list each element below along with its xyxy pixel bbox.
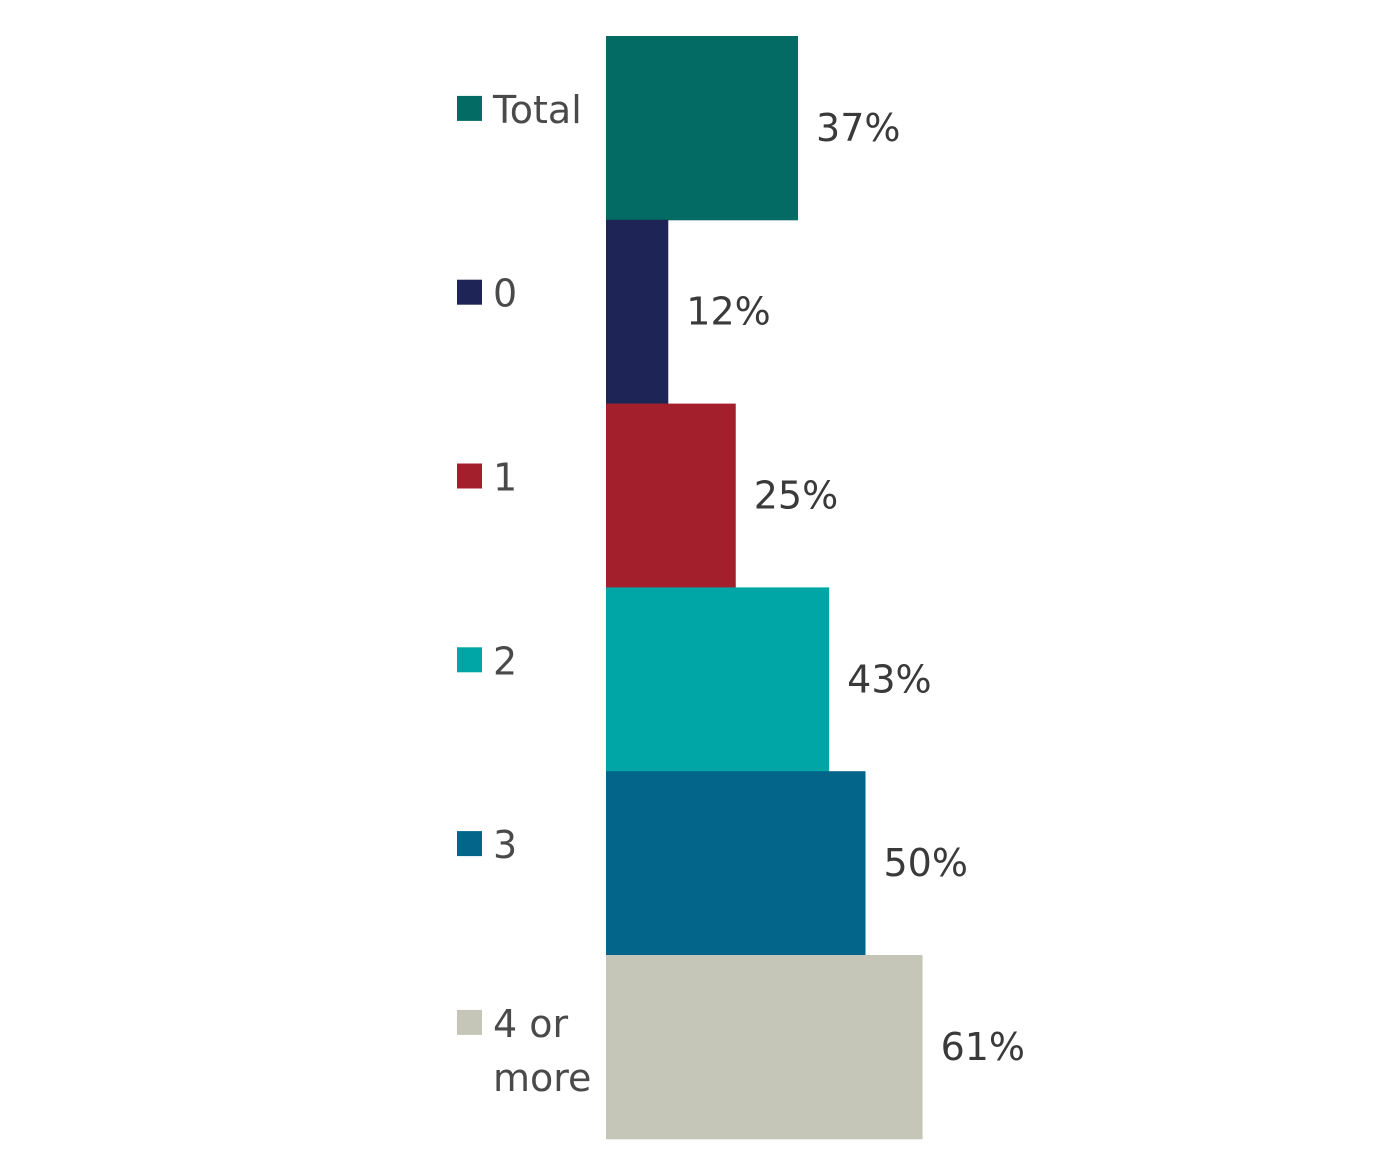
legend-label-4-or-more: 4 or more (493, 1002, 591, 1100)
legend-label-1: 1 (493, 456, 517, 500)
data-label-4-or-more: 61% (941, 1025, 1025, 1069)
legend: Total 0 1 2 3 4 or more (457, 88, 591, 1100)
data-label-0: 12% (686, 290, 770, 334)
legend-swatch-total (457, 95, 482, 121)
legend-label-total: Total (492, 88, 582, 132)
bar-3 (606, 771, 866, 956)
legend-label-3: 3 (493, 823, 517, 867)
bar-1 (606, 403, 736, 588)
bar-2 (606, 587, 830, 772)
data-label-1: 25% (754, 474, 838, 518)
legend-label-0: 0 (493, 272, 517, 316)
bar-total (606, 36, 799, 221)
bars-group (606, 36, 923, 1140)
data-label-total: 37% (816, 106, 900, 150)
legend-swatch-3 (457, 831, 482, 857)
bar-4-or-more (606, 955, 923, 1140)
bar-0 (606, 219, 669, 405)
legend-swatch-2 (457, 647, 482, 673)
data-labels: 37% 12% 25% 43% 50% 61% (686, 106, 1025, 1069)
legend-label-2: 2 (493, 639, 517, 683)
data-label-3: 50% (884, 841, 968, 885)
legend-swatch-1 (457, 463, 482, 489)
legend-swatch-4-or-more (457, 1009, 482, 1035)
legend-swatch-0 (457, 279, 482, 305)
data-label-2: 43% (847, 657, 931, 701)
